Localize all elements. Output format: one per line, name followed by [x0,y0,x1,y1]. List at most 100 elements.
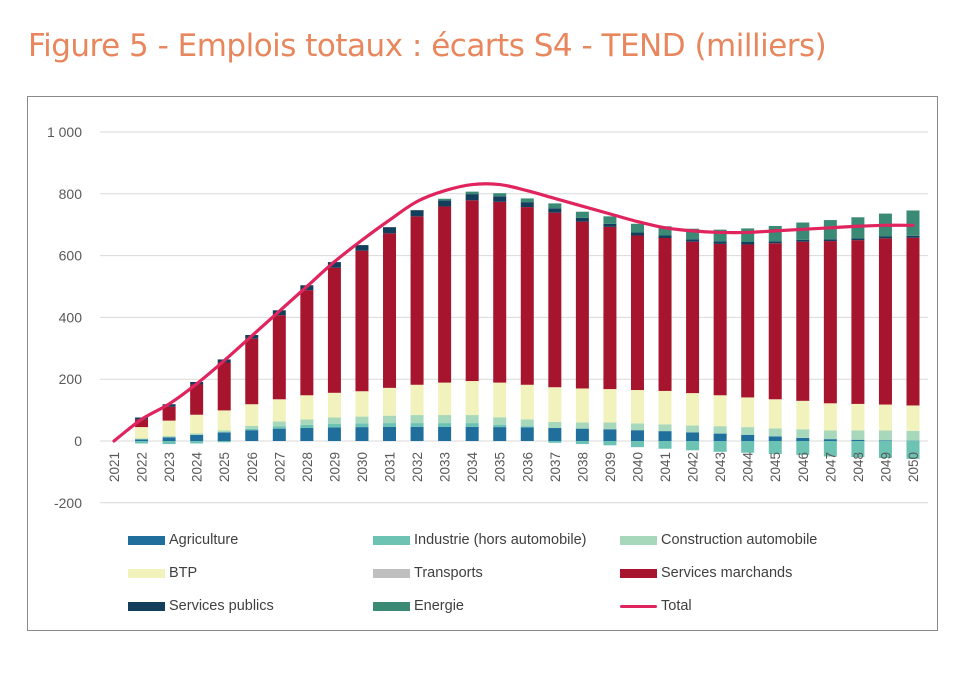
bar-segment-industrie-hors-automobile [520,426,534,428]
bar-stack [520,198,534,441]
bar-stack [162,404,176,445]
bar-segment-btp [245,404,259,426]
legend-label: Energie [414,598,464,614]
bar-segment-btp [410,384,424,416]
x-tick-label: 2025 [217,452,232,482]
x-tick-label: 2043 [713,452,728,482]
bar-segment-construction-automobile [686,425,700,433]
y-tick-label: 600 [59,248,83,264]
legend-swatch-icon [620,568,657,578]
bar-segment-services-marchands [300,290,314,396]
x-tick-label: 2046 [796,452,811,482]
bar-segment-btp [851,403,865,431]
bar-stack [383,227,397,441]
legend-item-services-publics: Services publics [128,598,274,614]
legend-line-icon [620,604,657,608]
total-line [112,182,915,443]
bar-segment-services-marchands [630,235,644,391]
bar-stack [327,262,341,441]
bar-segment-services-publics [768,241,782,244]
bar-segment-services-marchands [768,243,782,400]
bar-segment-construction-automobile [630,423,644,431]
legend-item-industrie-hors-automobile: Industrie (hors automobile) [373,532,586,548]
bar-segment-btp [603,389,617,423]
figure-title: Figure 5 - Emplois totaux : écarts S4 - … [28,28,827,64]
bar-segment-services-marchands [796,241,810,401]
bar-segment-services-marchands [272,315,286,400]
bar-segment-agriculture [713,433,727,441]
bar-stack [906,210,920,459]
bar-segment-construction-automobile [355,416,369,424]
bar-stack [575,211,589,445]
bar-segment-services-marchands [713,243,727,396]
legend-swatch-icon [373,568,410,578]
x-tick-label: 2045 [768,452,783,482]
bar-segment-services-publics [438,200,452,207]
x-tick-label: 2042 [686,452,701,482]
x-tick-label: 2029 [327,452,342,482]
bar-segment-construction-automobile [438,415,452,424]
bar-segment-services-publics [630,232,644,236]
bar-segment-btp [272,399,286,422]
bar-segment-construction-automobile [162,436,176,438]
bar-segment-construction-automobile [520,419,534,427]
bar-segment-agriculture [851,439,865,441]
bar-segment-services-publics [548,208,562,213]
bar-segment-btp [575,388,589,423]
x-tick-label: 2036 [520,452,535,482]
bar-stack [410,210,424,441]
bar-segment-energie [741,228,755,243]
y-axis-tick-labels: -200 0 200 400 600 800 1 000 [47,124,82,511]
bar-stack [878,213,892,458]
bar-segment-industrie-hors-automobile [548,441,562,443]
bar-stack [603,216,617,446]
bar-segment-industrie-hors-automobile [630,441,644,448]
bar-segment-btp [162,420,176,437]
bar-segment-services-publics [465,194,479,201]
bar-stack [686,228,700,451]
bar-segment-industrie-hors-automobile [878,441,892,458]
bar-segment-energie [548,203,562,209]
bar-segment-services-marchands [851,240,865,404]
x-tick-label: 2021 [107,452,122,482]
x-tick-label: 2027 [272,452,287,482]
bar-segment-energie [686,228,700,240]
bar-segment-industrie-hors-automobile [493,424,507,428]
bar-segment-agriculture [603,429,617,441]
bar-segment-energie [603,216,617,224]
bar-segment-btp [383,387,397,416]
bar-stack [190,381,204,444]
bar-segment-services-marchands [162,406,176,421]
bar-segment-agriculture [272,428,286,441]
bar-segment-energie [796,222,810,240]
bar-segment-services-publics [658,235,672,238]
y-tick-label: 0 [74,433,82,449]
bar-segment-services-publics [796,239,810,242]
bar-segment-agriculture [658,431,672,441]
bar-stack [300,285,314,441]
bar-segment-construction-automobile [658,424,672,432]
bar-stack [823,220,837,457]
legend-swatch-icon [373,535,410,545]
bar-segment-agriculture [796,437,810,441]
bar-segment-agriculture [768,436,782,441]
bar-segment-btp [493,382,507,418]
bar-segment-services-marchands [520,207,534,385]
x-tick-label: 2039 [603,452,618,482]
bar-segment-industrie-hors-automobile [438,423,452,427]
bar-segment-services-marchands [878,238,892,405]
legend-item-transports: Transports [373,565,483,581]
x-tick-label: 2041 [658,452,673,482]
bar-segment-services-publics [741,242,755,245]
y-tick-label: 800 [59,186,83,202]
bar-segment-services-publics [603,223,617,227]
bar-segment-agriculture [245,430,259,441]
bar-segment-industrie-hors-automobile [465,423,479,427]
bar-segment-btp [630,390,644,424]
bar-stack [768,225,782,454]
bar-segment-agriculture [162,437,176,441]
legend-item-total: Total [620,598,692,614]
bar-segment-industrie-hors-automobile [713,441,727,452]
bar-stack [658,226,672,449]
bar-segment-services-publics [878,236,892,239]
